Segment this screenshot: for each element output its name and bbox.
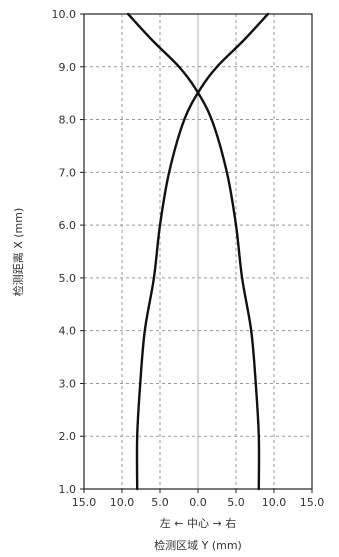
grid (84, 14, 312, 489)
y-tick-label: 8.0 (59, 114, 77, 127)
x-tick-label: 10.0 (110, 496, 135, 509)
x-axis-direction-label: 左 ← 中心 → 右 (160, 516, 236, 530)
y-tick-label: 4.0 (59, 325, 77, 338)
x-tick-label: 0.0 (189, 496, 207, 509)
y-tick-label: 3.0 (59, 377, 77, 390)
x-tick-label: 10.0 (262, 496, 287, 509)
series-line-1 (135, 12, 270, 491)
tick-labels: 1.0 2.0 3.0 4.0 5.0 6.0 7.0 8.0 9.0 10.0 15.0 10.0 5… (52, 8, 325, 509)
y-tick-label: 1.0 (59, 483, 77, 496)
x-axis-label: 检测区域 Y (mm) (154, 538, 242, 552)
x-tick-label: 15.0 (72, 496, 97, 509)
axes (80, 13, 313, 493)
y-axis-label: 检测距离 X (mm) (11, 208, 25, 297)
x-tick-label: 15.0 (300, 496, 325, 509)
series-line-2 (126, 12, 261, 491)
y-tick-label: 5.0 (59, 272, 77, 285)
y-tick-label: 7.0 (59, 166, 77, 179)
y-tick-label: 6.0 (59, 219, 77, 232)
y-tick-label: 9.0 (59, 61, 77, 74)
x-tick-label: 5.0 (227, 496, 245, 509)
y-tick-label: 10.0 (52, 8, 77, 21)
series (126, 12, 270, 491)
x-tick-label: 5.0 (151, 496, 169, 509)
y-tick-label: 2.0 (59, 430, 77, 443)
